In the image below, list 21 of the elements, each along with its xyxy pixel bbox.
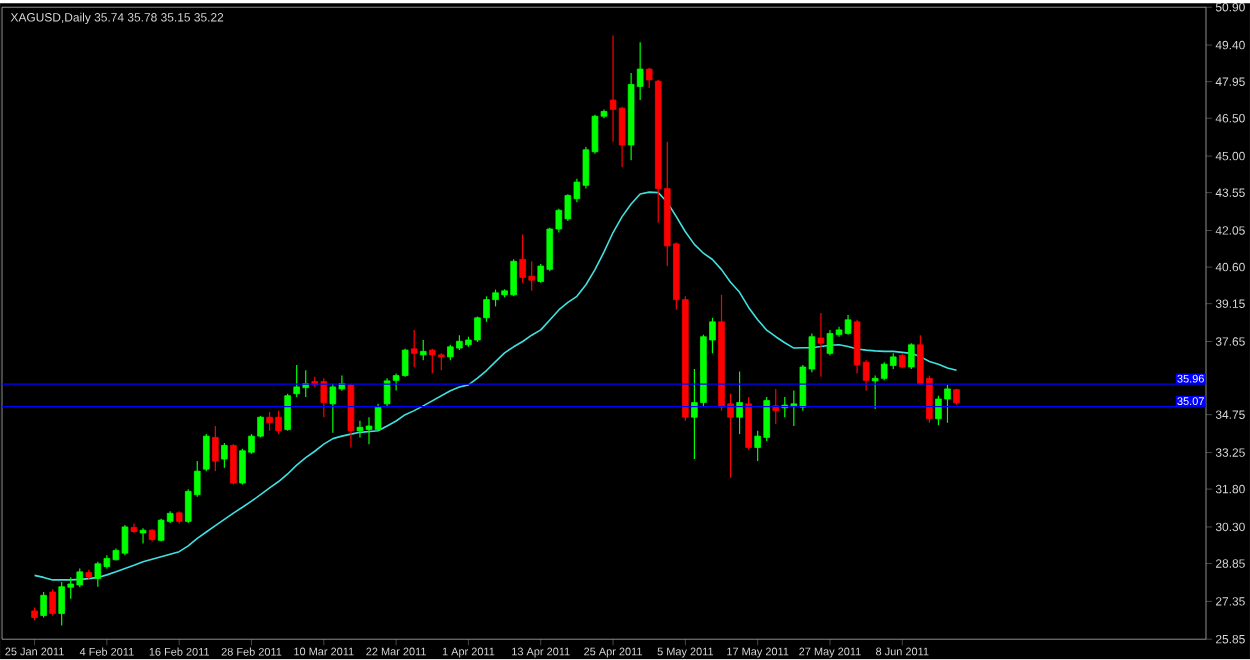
candlestick — [139, 527, 147, 545]
candlestick — [212, 425, 219, 472]
candlestick — [329, 383, 337, 434]
candlestick — [645, 67, 653, 89]
candlestick — [745, 396, 752, 451]
candlestick — [221, 442, 228, 469]
candlestick — [203, 433, 210, 472]
candlestick — [736, 371, 743, 435]
candlestick — [908, 342, 915, 370]
candlestick — [49, 588, 56, 617]
candlestick — [401, 348, 409, 378]
candlestick — [40, 591, 47, 619]
candlestick — [230, 443, 237, 486]
candlestick — [772, 388, 780, 425]
candlestick — [284, 393, 291, 432]
candlestick — [419, 339, 427, 361]
candlestick — [94, 561, 102, 588]
candlestick — [347, 383, 355, 449]
candlestick — [618, 106, 626, 168]
candlestick — [410, 329, 418, 368]
candlestick — [817, 312, 825, 378]
